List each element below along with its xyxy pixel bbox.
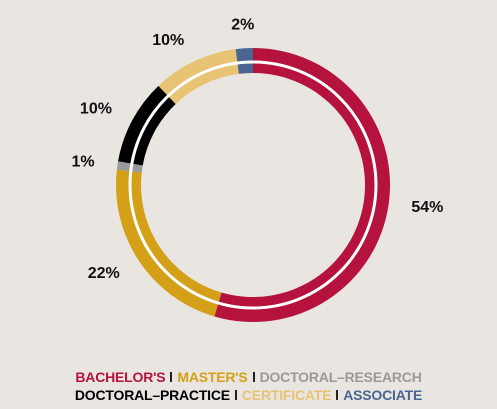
legend-separator [234,390,237,400]
chart: 54% 22% 1% 10% 10% 2% [72,17,443,322]
ring-separator [128,60,378,310]
legend-entry: MASTER'S [177,369,248,385]
donut-segment [116,161,143,173]
legend-entry: ASSOCIATE [343,387,423,403]
value-label: 1% [72,153,95,170]
legend: BACHELOR'S MASTER'S DOCTORAL–RESEARCH DOCT… [0,368,497,404]
legend-separator [252,372,255,382]
legend-entry: CERTIFICATE [241,387,332,403]
donut-segment [158,49,239,104]
legend-row: BACHELOR'S MASTER'S DOCTORAL–RESEARCH [0,368,497,386]
donut-segment [214,48,391,322]
legend-entry: DOCTORAL–PRACTICE [74,387,230,403]
value-label: 10% [80,101,112,118]
value-label: 2% [231,17,254,34]
legend-separator [336,390,339,400]
legend-separator [170,372,173,382]
value-label: 54% [411,199,443,216]
legend-row: DOCTORAL–PRACTICE CERTIFICATE ASSOCIATE [0,386,497,404]
donut-segment [116,169,222,317]
value-label: 10% [152,32,184,49]
legend-entry: BACHELOR'S [75,369,166,385]
value-label: 22% [88,265,120,282]
legend-entry: DOCTORAL–RESEARCH [259,369,422,385]
